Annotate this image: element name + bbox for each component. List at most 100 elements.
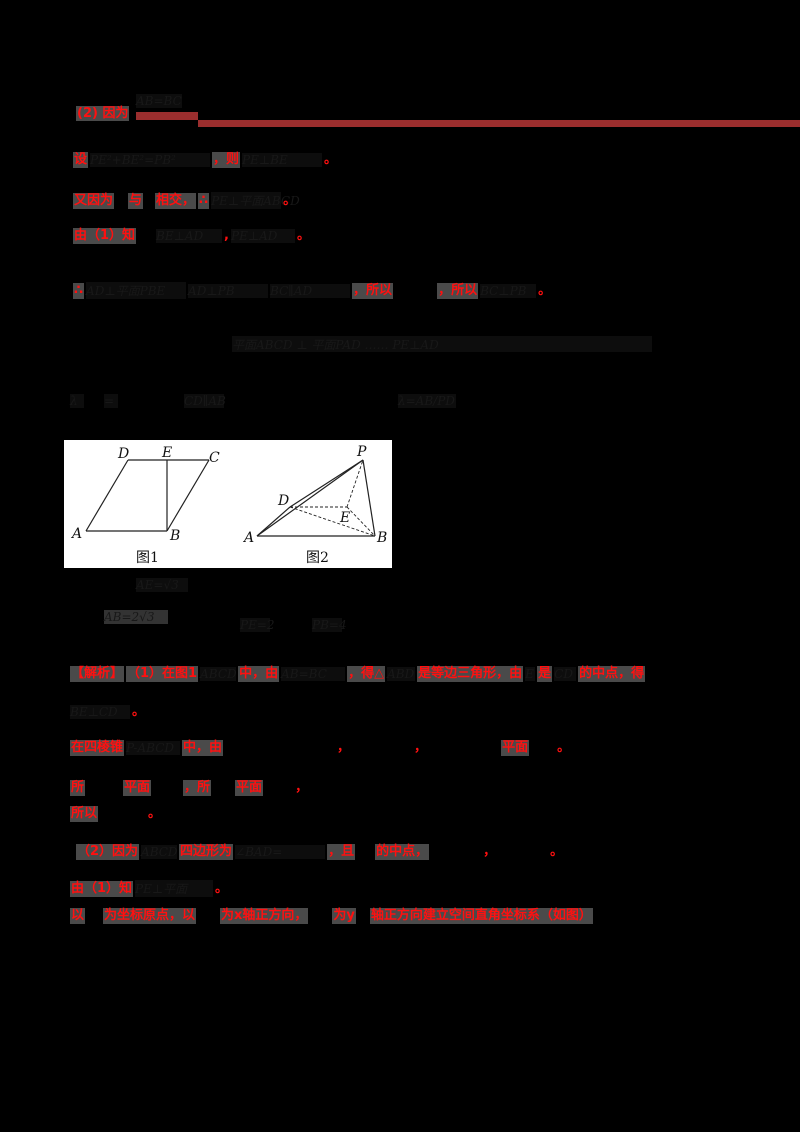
math-expression: CD∥AB xyxy=(184,394,226,408)
line-text: 设 xyxy=(73,152,89,168)
line-text: 。 xyxy=(550,844,564,859)
line-text: 所以 xyxy=(70,806,99,822)
math-expression: CD xyxy=(554,667,577,681)
line-text: 中，由 xyxy=(182,740,224,756)
heading-underline xyxy=(136,112,198,120)
svg-text:B: B xyxy=(169,528,180,544)
solution-line-3: 在四棱锥 P-ABCD 中，由 ， ， 平面 。 xyxy=(70,740,570,756)
svg-text:D: D xyxy=(117,446,129,462)
line-text: ，且 xyxy=(327,844,356,860)
line-text: 所 xyxy=(70,780,86,796)
line-text: 。 xyxy=(538,282,552,298)
heading-math: AB=BC xyxy=(136,94,182,108)
line-text: 又因为 xyxy=(73,192,115,209)
math-expression: AB=2√3 xyxy=(104,610,168,624)
math-expression: PE⊥AD xyxy=(231,229,295,243)
figure-diagrams: A B C D E 图1 A B D E P 图2 xyxy=(70,444,387,566)
solution-line-7: 由（1）知 PE⊥平面 。 xyxy=(70,880,228,897)
section-heading: (2) 因为 xyxy=(76,106,130,122)
line-text: 。 xyxy=(148,806,162,821)
line-text: 以 xyxy=(70,908,86,924)
line-text: ，得△ xyxy=(347,666,386,682)
svg-text:C: C xyxy=(209,450,220,466)
math-expression: AD⊥平面PBE xyxy=(86,282,187,299)
line-text: 为x轴正方向， xyxy=(220,908,309,924)
math-expression: BC⊥PB xyxy=(480,283,537,298)
heading-prefix: (2) 因为 xyxy=(76,106,130,121)
svg-text:B: B xyxy=(376,530,387,546)
figure-2: A B D E P 图2 xyxy=(242,444,387,566)
solution-line-2: BE⊥CD 。 xyxy=(70,704,145,720)
line-text: （2）因为 xyxy=(76,844,140,860)
line-text: ，则 xyxy=(212,152,241,168)
text-line-2: 又因为 与 相交， ∴ PE⊥平面ABCD 。 xyxy=(73,192,300,209)
line-text: ∴ xyxy=(198,192,210,209)
math-expression: ABCD xyxy=(200,667,237,681)
math-expression: PE=2 xyxy=(240,618,275,632)
text-line-3: 由（1）知 BE⊥AD , PE⊥AD 。 xyxy=(73,228,310,244)
line-text: ，所以 xyxy=(437,282,479,299)
solution-line-8: 以 为坐标原点，以 为x轴正方向， 为y 轴正方向建立空间直角坐标系（如图） xyxy=(70,908,593,924)
line-text: ， xyxy=(483,844,497,859)
line-text: 四边形为 xyxy=(179,844,234,860)
svg-text:A: A xyxy=(70,526,82,542)
line-text: 相交， xyxy=(155,192,197,209)
line-text: 。 xyxy=(215,880,229,896)
math-expression: BE⊥CD xyxy=(70,705,130,719)
solution-line-4: 所 平面 ，所 平面 ， xyxy=(70,780,308,796)
line-text: 。 xyxy=(132,704,146,719)
text-line-1: 设 PE²+BE²=PB² ，则 PE⊥BE 。 xyxy=(73,152,337,168)
math-expression: PB=4 xyxy=(312,618,347,632)
line-text: 平面 xyxy=(501,740,530,756)
math-expression: ABCD xyxy=(141,845,178,859)
svg-text:A: A xyxy=(242,530,254,546)
line-text: ， xyxy=(295,780,309,795)
math-expression: E xyxy=(525,667,536,681)
line-text: , xyxy=(224,228,229,243)
solution-line-5: 所以 。 xyxy=(70,806,161,822)
line-text: 由（1）知 xyxy=(70,880,134,897)
line-text: 与 xyxy=(128,192,144,209)
math-expression: PE⊥平面ABCD xyxy=(211,192,300,209)
line-text: （1）在图1 xyxy=(126,666,199,682)
math-expression: λ=AB/PD xyxy=(398,394,456,408)
math-line-5: 平面ABCD ⊥ 平面PAD …… PE⊥AD xyxy=(232,336,652,352)
line-text: 是 xyxy=(537,666,553,682)
math-expression: ∠BAD= xyxy=(235,845,326,859)
figure-1: A B C D E 图1 xyxy=(70,445,220,566)
math-symbol: λ xyxy=(70,394,84,408)
math-expression: P-ABCD xyxy=(126,741,181,755)
line-text: ，所以 xyxy=(352,282,394,299)
svg-text:E: E xyxy=(161,445,172,461)
math-expression: AD⊥PB xyxy=(188,283,269,298)
geometry-figure: A B C D E 图1 A B D E P 图2 xyxy=(64,440,392,568)
line-text: 。 xyxy=(324,152,338,167)
line-text: 平面 xyxy=(123,780,152,796)
svg-text:P: P xyxy=(356,444,367,460)
line-text: 的中点， xyxy=(375,844,430,860)
line-text: 。 xyxy=(283,192,297,208)
line-text: 为坐标原点，以 xyxy=(103,908,197,924)
math-expression: PE⊥BE xyxy=(242,153,323,167)
line-text: 。 xyxy=(557,740,571,755)
math-symbol: = xyxy=(104,394,118,408)
line-text: 在四棱锥 xyxy=(70,740,125,756)
line-text: 为y xyxy=(332,908,356,924)
line-text: 是等边三角形，由 xyxy=(417,666,524,682)
line-text: ， xyxy=(414,740,428,755)
fig2-caption: 图2 xyxy=(306,550,329,566)
math-expression: AE=√3 xyxy=(136,578,188,592)
math-expression: PE²+BE²=PB² xyxy=(90,153,211,167)
math-expression: BE⊥AD xyxy=(156,229,223,243)
line-text: 平面 xyxy=(235,780,264,796)
line-text: 轴正方向建立空间直角坐标系（如图） xyxy=(369,908,593,924)
line-text: 的中点，得 xyxy=(578,666,646,682)
text-line-4: ∴ AD⊥平面PBE AD⊥PB BC∥AD ，所以 ，所以 BC⊥PB 。 xyxy=(73,282,551,299)
line-text: 由（1）知 xyxy=(73,228,137,244)
fig1-caption: 图1 xyxy=(136,550,159,566)
math-expression: AB=BC xyxy=(281,667,346,681)
math-expression: ABD xyxy=(387,667,416,681)
line-text: ， xyxy=(337,740,351,755)
solution-line-1: 【解析】 （1）在图1 ABCD 中，由 AB=BC ，得△ ABD 是等边三角… xyxy=(70,666,646,682)
math-expression: BC∥AD xyxy=(270,283,351,298)
